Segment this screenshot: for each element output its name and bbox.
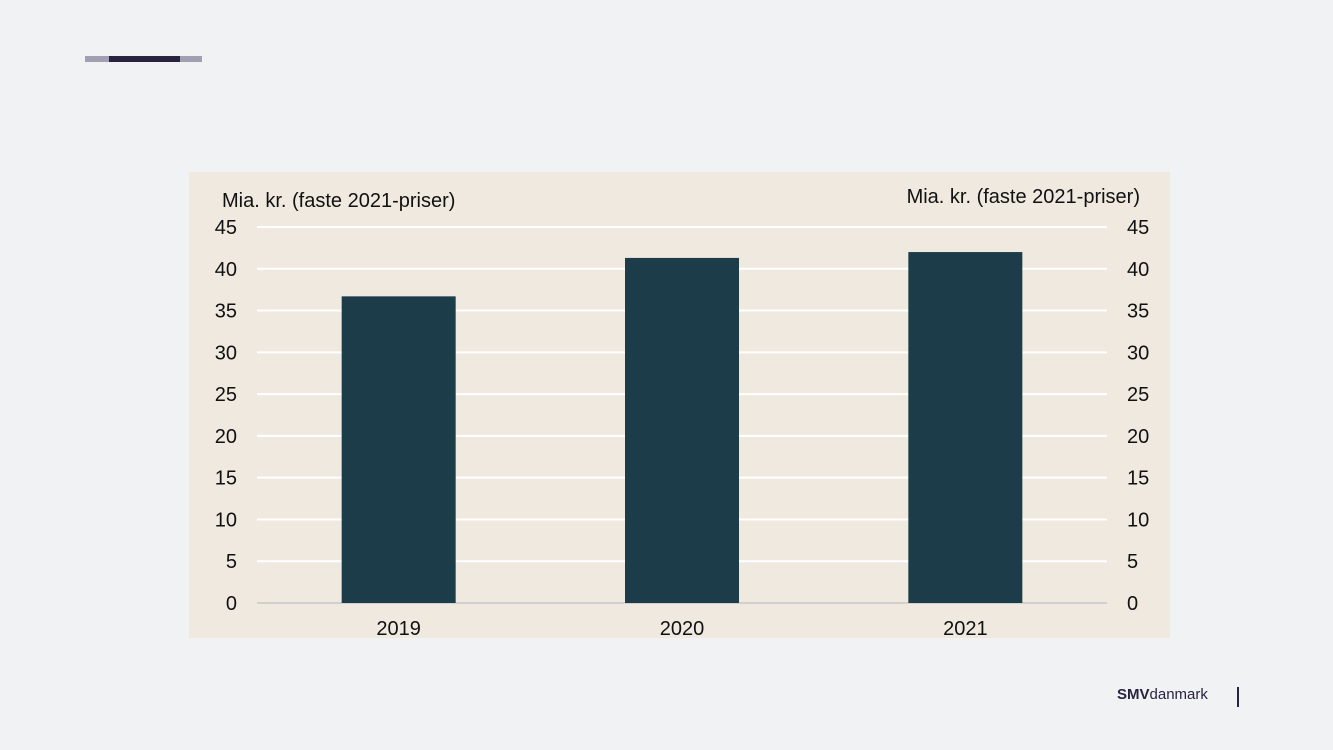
y-tick-label-left: 35 — [215, 301, 237, 323]
y-tick-label-right: 5 — [1127, 551, 1138, 573]
accent-bar-dark — [109, 56, 180, 62]
y-tick-label-left: 25 — [215, 384, 237, 406]
y-tick-label-left: 15 — [215, 468, 237, 490]
y-tick-label-left: 20 — [215, 426, 237, 448]
y-axis-label-right: Mia. kr. (faste 2021-priser) — [906, 186, 1140, 208]
y-tick-label-right: 20 — [1127, 426, 1149, 448]
y-tick-label-left: 45 — [215, 217, 237, 239]
x-tick-label: 2020 — [660, 618, 705, 638]
x-tick-label: 2021 — [943, 618, 988, 638]
bar — [341, 296, 456, 603]
y-tick-label-right: 10 — [1127, 509, 1149, 531]
y-tick-label-right: 25 — [1127, 384, 1149, 406]
y-tick-label-right: 30 — [1127, 342, 1149, 364]
y-tick-label-left: 5 — [226, 551, 237, 573]
y-tick-label-left: 0 — [226, 593, 237, 615]
y-axis-label-left: Mia. kr. (faste 2021-priser) — [222, 190, 456, 212]
y-tick-label-right: 0 — [1127, 593, 1138, 615]
y-tick-label-right: 15 — [1127, 468, 1149, 490]
y-tick-label-right: 45 — [1127, 217, 1149, 239]
y-tick-label-left: 10 — [215, 509, 237, 531]
brand-mark — [1237, 687, 1239, 707]
bar — [625, 257, 739, 603]
y-tick-label-right: 35 — [1127, 301, 1149, 323]
chart-panel: Mia. kr. (faste 2021-priser) Mia. kr. (f… — [189, 172, 1170, 638]
brand-name-rest: danmark — [1149, 686, 1208, 703]
y-tick-label-left: 30 — [215, 342, 237, 364]
brand-logo: SMVdanmark — [1117, 686, 1208, 703]
y-tick-label-left: 40 — [215, 259, 237, 281]
x-tick-label: 2019 — [376, 618, 421, 638]
accent-bar-light-left — [85, 56, 109, 62]
y-tick-label-right: 40 — [1127, 259, 1149, 281]
bar — [908, 252, 1023, 604]
brand-name-bold: SMV — [1117, 686, 1150, 703]
accent-bar-light-right — [180, 56, 202, 62]
